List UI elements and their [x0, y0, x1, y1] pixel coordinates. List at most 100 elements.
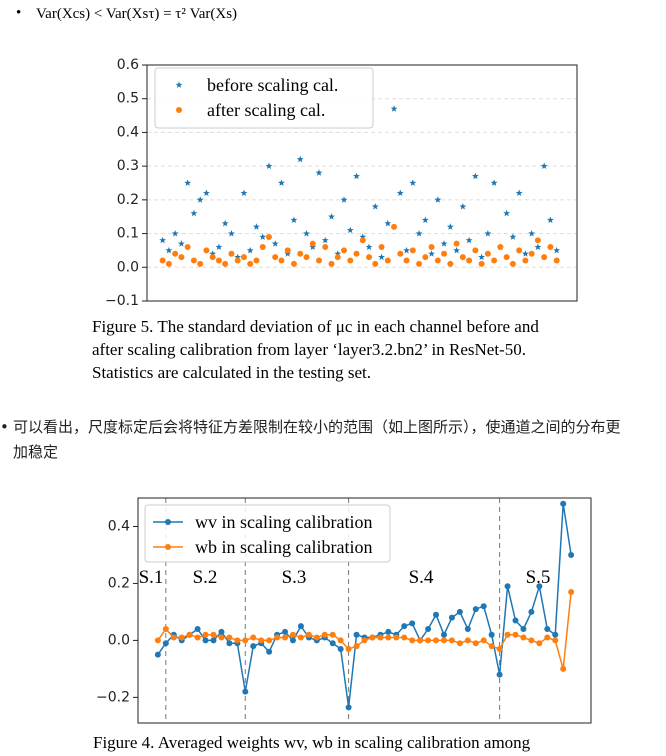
point: [278, 257, 285, 264]
point: [512, 631, 519, 638]
star-point: [403, 246, 410, 254]
star-point: [459, 203, 467, 210]
point: [491, 257, 498, 264]
point: [265, 233, 272, 240]
point: [253, 257, 260, 264]
y-tick-label: 0.0: [108, 632, 130, 648]
point: [409, 620, 416, 627]
star-point: [553, 246, 561, 254]
point: [448, 637, 455, 644]
star-point: [284, 250, 292, 257]
point: [178, 254, 185, 261]
star-point: [190, 209, 198, 217]
paragraph-line: 可以看出，尺度标定后会将特征方差限制在较小的范围（如上图所示），使通道之间的分布…: [13, 418, 621, 436]
star-point: [346, 226, 354, 234]
point: [272, 254, 279, 261]
star-point: [165, 246, 173, 254]
star-point: [409, 179, 417, 186]
point: [544, 626, 551, 633]
y-tick-label: 0.0: [117, 259, 139, 275]
point: [453, 240, 460, 247]
y-tick-label: 0.4: [117, 124, 139, 140]
point: [209, 254, 216, 261]
star-point: [415, 229, 423, 237]
star-point: [440, 240, 448, 247]
point: [190, 257, 197, 264]
star-point: [221, 219, 229, 227]
chart: 0.4 0.2 0.0 −0.2 S.1 S.2 S.3 S.4 S.5 wv in scalin…: [96, 497, 592, 724]
star-point: [365, 243, 373, 250]
point: [289, 637, 296, 644]
star-point: [503, 209, 511, 217]
point: [165, 260, 172, 267]
point: [541, 254, 548, 261]
point: [305, 631, 312, 638]
point: [377, 634, 384, 641]
star-point: [465, 236, 473, 244]
point: [240, 254, 247, 261]
section-label: S.2: [193, 567, 218, 588]
point: [504, 583, 511, 590]
point: [197, 260, 204, 267]
point: [329, 640, 336, 647]
star-point: [215, 243, 223, 250]
point: [228, 250, 235, 257]
star-point: [534, 243, 542, 250]
legend-box: [144, 504, 391, 563]
caption-line: Figure 4. Averaged weights wv, wb in sca…: [93, 733, 531, 752]
point: [284, 247, 291, 254]
star-point: [321, 236, 329, 244]
star-point: [328, 213, 335, 220]
point: [282, 628, 289, 635]
point: [440, 631, 447, 638]
star-point: [253, 223, 260, 230]
point: [328, 260, 335, 267]
point: [403, 257, 410, 264]
point: [464, 626, 471, 633]
legend-label: wv in scaling calibration: [195, 512, 372, 532]
point: [159, 257, 166, 264]
point: [172, 250, 179, 257]
point: [378, 244, 385, 251]
star-point: [540, 162, 548, 170]
point: [210, 637, 217, 644]
star-point: [359, 233, 367, 240]
star-point: [278, 179, 285, 186]
point: [422, 254, 429, 261]
point: [274, 634, 281, 641]
point: [258, 637, 265, 644]
star-point: [453, 246, 461, 254]
point: [384, 257, 391, 264]
caption-line: after scaling calibration from layer ‘la…: [92, 340, 526, 359]
point: [334, 254, 341, 261]
point: [215, 257, 222, 264]
point: [222, 260, 229, 267]
section-label: S.4: [409, 567, 434, 588]
star-point: [228, 229, 235, 237]
point: [520, 634, 527, 641]
point: [484, 250, 491, 257]
point: [322, 244, 329, 251]
point: [313, 634, 320, 641]
star-point: [177, 240, 185, 247]
star-point: [471, 172, 479, 180]
star-point: [434, 196, 442, 203]
star-point: [515, 189, 523, 197]
point: [162, 640, 169, 647]
point: [282, 634, 289, 641]
star-point: [546, 216, 554, 223]
point: [528, 608, 535, 615]
point: [503, 254, 510, 261]
point: [488, 643, 495, 650]
point: [441, 250, 448, 257]
point: [266, 648, 273, 655]
y-tick-label: −0.1: [105, 293, 139, 309]
plot-frame: [146, 64, 578, 302]
star-point: [490, 179, 498, 186]
star-point: [240, 189, 248, 197]
point: [459, 254, 466, 261]
point: [472, 247, 479, 254]
point: [516, 247, 523, 254]
point: [552, 637, 559, 644]
